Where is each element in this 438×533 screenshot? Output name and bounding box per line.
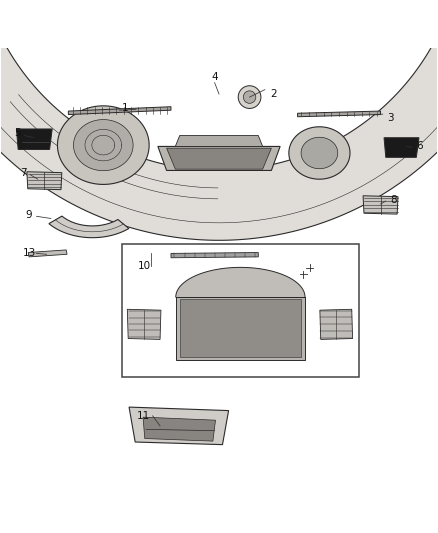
Text: 9: 9: [26, 210, 32, 220]
Text: 8: 8: [390, 195, 397, 205]
Text: 2: 2: [270, 89, 277, 99]
Polygon shape: [16, 129, 52, 149]
Text: 3: 3: [387, 113, 393, 123]
Polygon shape: [166, 148, 272, 169]
Polygon shape: [175, 135, 263, 147]
Polygon shape: [49, 216, 129, 238]
Polygon shape: [68, 107, 171, 115]
Polygon shape: [27, 172, 62, 190]
Polygon shape: [176, 297, 305, 360]
Text: 4: 4: [211, 71, 218, 82]
Text: 10: 10: [138, 261, 151, 271]
Polygon shape: [301, 138, 338, 169]
Polygon shape: [320, 309, 353, 340]
Text: 6: 6: [417, 141, 423, 151]
Circle shape: [244, 91, 256, 103]
Text: 7: 7: [20, 168, 27, 178]
Text: 11: 11: [137, 411, 151, 421]
Text: 5: 5: [14, 128, 21, 139]
Polygon shape: [363, 196, 398, 214]
Polygon shape: [143, 417, 215, 441]
Polygon shape: [28, 250, 67, 257]
Polygon shape: [57, 106, 149, 184]
Circle shape: [238, 86, 261, 108]
Text: 13: 13: [22, 248, 36, 259]
Polygon shape: [127, 309, 161, 340]
Polygon shape: [297, 111, 381, 117]
Polygon shape: [180, 299, 301, 357]
Polygon shape: [129, 407, 229, 445]
Polygon shape: [158, 147, 280, 171]
Polygon shape: [0, 0, 438, 240]
Polygon shape: [384, 138, 419, 157]
Polygon shape: [171, 253, 258, 258]
Text: 1: 1: [122, 103, 128, 114]
Polygon shape: [289, 127, 350, 179]
Polygon shape: [74, 119, 133, 171]
